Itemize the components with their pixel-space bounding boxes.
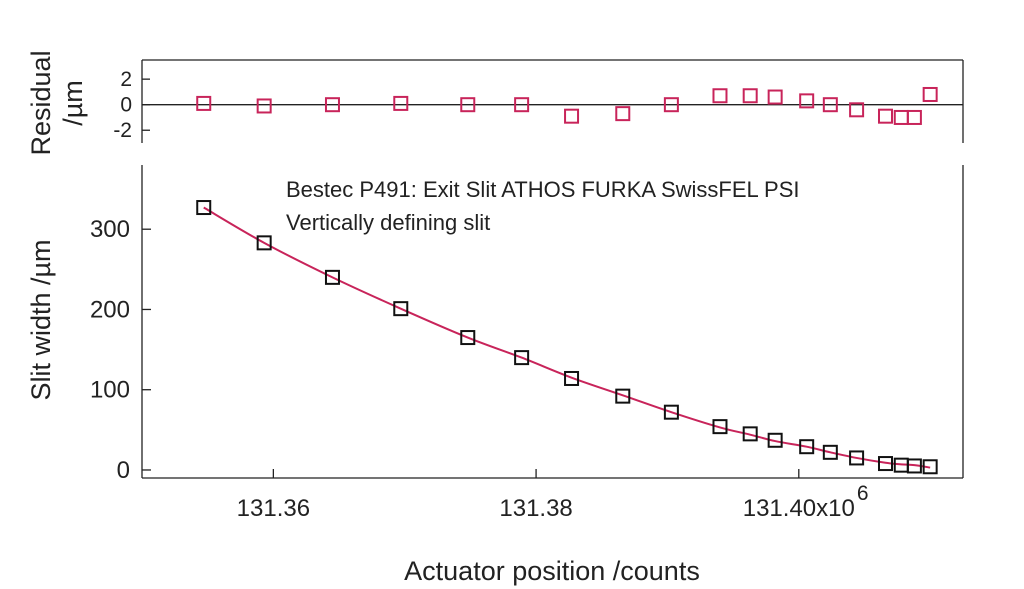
data-point [822,444,838,460]
data-point [460,330,476,346]
data-point [767,432,783,448]
main-y-ticks: 0 100 200 300 [90,216,151,484]
main-x-tick-label: 131.40x10 [743,495,855,522]
residual-point [799,93,815,109]
residual-point [893,109,909,125]
residual-point [922,86,938,102]
data-point [712,419,728,435]
data-point [799,439,815,455]
data-point [393,301,409,317]
residual-point [712,88,728,104]
main-y-tick-label: 100 [90,377,130,404]
main-y-title: Slit width /µm [26,239,56,400]
main-x-tick-label: 131.38 [499,495,572,522]
data-point [922,459,938,475]
x-exponent: 6 [857,482,869,505]
residual-point [615,106,631,122]
residual-point [822,97,838,113]
data-point [256,235,272,251]
main-x-tick-label: 131.36 [237,495,310,522]
residual-point [324,97,340,113]
residual-y-title-line2: /µm [58,80,88,126]
residual-y-tick-label: 0 [120,94,132,117]
residual-point [564,108,580,124]
residual-markers [196,86,938,125]
main-y-tick-label: 200 [90,296,130,323]
residual-point [877,108,893,124]
data-point [196,200,212,216]
annotation-line2: Vertically defining slit [286,210,490,235]
data-point [615,388,631,404]
residual-point [849,102,865,118]
main-markers [196,200,938,475]
residual-point [742,88,758,104]
data-point [324,269,340,285]
residual-y-tick-label: 2 [120,68,132,91]
residual-point [663,97,679,113]
data-point [877,456,893,472]
data-point [849,450,865,466]
residual-point [256,98,272,114]
residual-point [393,95,409,111]
main-x-title: Actuator position /counts [404,556,700,586]
residual-point [514,97,530,113]
residual-y-tick-label: -2 [113,119,132,142]
residual-point [460,97,476,113]
main-y-tick-label: 300 [90,216,130,243]
data-point [663,404,679,420]
residual-y-ticks: 2 0-2 [113,68,150,142]
data-point [906,458,922,474]
main-y-tick-label: 0 [117,457,130,484]
data-point [742,426,758,442]
residual-point [767,89,783,105]
residual-point [906,109,922,125]
data-point [564,370,580,386]
data-point [514,350,530,366]
residual-point [196,95,212,111]
fit-curve [203,206,931,469]
residual-y-title-line1: Residual [26,50,56,155]
residual-panel: 2 0-2 Residual /µm [26,50,964,156]
annotation-line1: Bestec P491: Exit Slit ATHOS FURKA Swiss… [286,177,800,202]
